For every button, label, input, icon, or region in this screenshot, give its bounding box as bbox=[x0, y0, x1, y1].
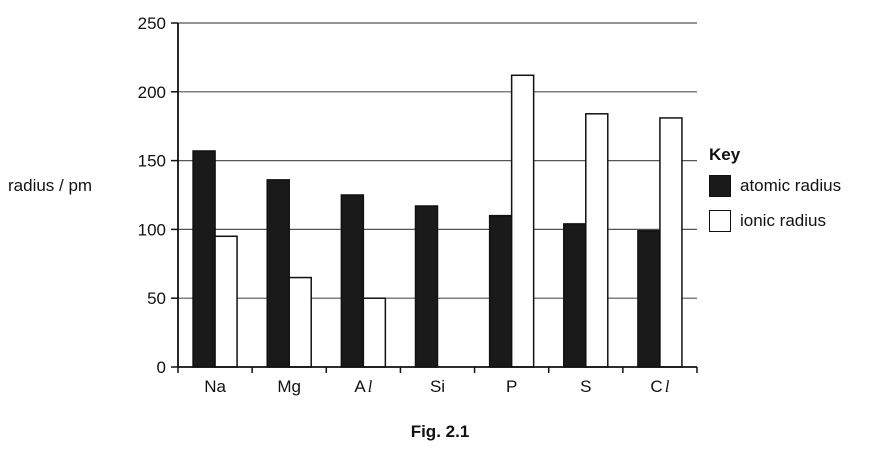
legend-item-ionic: ionic radius bbox=[709, 210, 826, 232]
bar-ionic-p bbox=[510, 74, 535, 368]
bar-ionic-al bbox=[362, 297, 387, 368]
gridlines bbox=[178, 22, 697, 299]
bar-atomic-p bbox=[488, 214, 513, 368]
y-tick-label: 100 bbox=[138, 220, 166, 239]
x-tick-label: Na bbox=[204, 377, 226, 396]
bar-atomic-al bbox=[340, 194, 365, 368]
bar-atomic-cl bbox=[637, 230, 661, 368]
bar-ionic-s bbox=[585, 113, 609, 368]
y-axis: 0 50 100 150 200 250 bbox=[138, 14, 179, 377]
legend-title: Key bbox=[709, 145, 741, 164]
y-tick-label: 200 bbox=[138, 83, 166, 102]
legend-item-atomic: atomic radius bbox=[709, 175, 841, 197]
bar-atomic-na bbox=[192, 150, 216, 368]
legend-label-atomic: atomic radius bbox=[740, 176, 842, 195]
legend-label-ionic: ionic radius bbox=[740, 211, 826, 230]
bar-atomic-si bbox=[414, 205, 439, 368]
legend-swatch-ionic bbox=[709, 210, 731, 232]
x-tick-label: Si bbox=[430, 377, 445, 396]
legend-swatch-atomic bbox=[709, 175, 731, 197]
x-tick-label: P bbox=[506, 377, 517, 396]
y-tick-label: 0 bbox=[157, 358, 166, 377]
y-tick-label: 50 bbox=[147, 289, 166, 308]
bar-ionic-mg bbox=[288, 276, 312, 368]
figure-caption: Fig. 2.1 bbox=[410, 422, 470, 441]
bar-atomic-s bbox=[563, 223, 587, 368]
x-tick-label: S bbox=[580, 377, 591, 396]
y-tick-label: 250 bbox=[138, 14, 166, 33]
y-tick-label: 150 bbox=[138, 152, 166, 171]
y-axis-label: radius / pm bbox=[8, 176, 93, 195]
bar-atomic-mg bbox=[266, 179, 290, 368]
bars bbox=[192, 74, 683, 368]
bar-ionic-cl bbox=[659, 117, 683, 368]
bar-ionic-na bbox=[214, 235, 238, 368]
x-tick-label: Mg bbox=[277, 377, 301, 396]
